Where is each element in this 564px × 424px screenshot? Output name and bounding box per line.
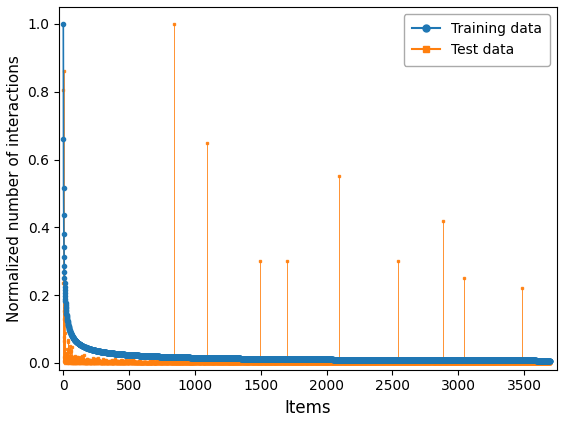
Training data (72, 338, 79, 343)
Training data (547, 358, 554, 363)
Line: Training data: Training data (61, 22, 553, 363)
X-axis label: Items: Items (285, 399, 332, 417)
Legend: Training data, Test data: Training data, Test data (404, 14, 550, 65)
Training data (474, 358, 481, 363)
Training data (236, 356, 243, 361)
Y-axis label: Normalized number of interactions: Normalized number of interactions (7, 55, 22, 322)
Training data (315, 357, 322, 362)
Training data (60, 21, 67, 26)
Training data (529, 358, 536, 363)
Training data (374, 357, 381, 363)
